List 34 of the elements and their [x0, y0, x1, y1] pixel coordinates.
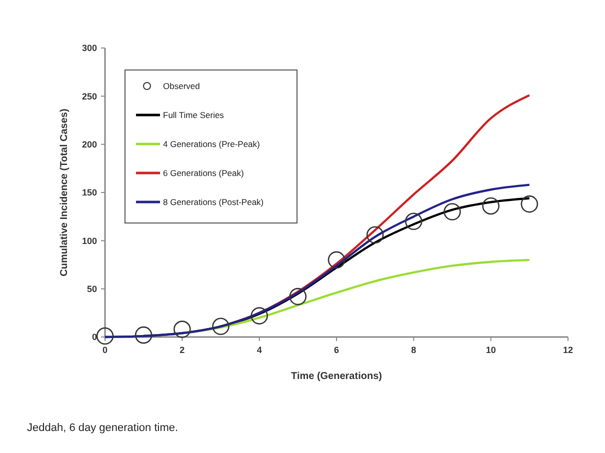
- x-axis-title: Time (Generations): [291, 371, 382, 382]
- y-tick-label: 200: [82, 139, 97, 150]
- point: [520, 195, 538, 213]
- x-tick-label: 8: [411, 345, 416, 355]
- x-tick-label: 6: [334, 345, 340, 355]
- point: [366, 226, 384, 244]
- y-tick-label: 300: [82, 43, 97, 54]
- legend-label: Full Time Series: [163, 110, 224, 120]
- point: [482, 197, 500, 215]
- x-tick-label: 2: [180, 345, 185, 355]
- point: [328, 251, 346, 269]
- x-tick-label: 4: [256, 345, 262, 355]
- point: [174, 320, 191, 338]
- x-tick-label: 10: [486, 345, 496, 355]
- y-tick-label: 50: [86, 284, 97, 294]
- point: [134, 326, 152, 344]
- y-tick-label: 0: [92, 332, 97, 342]
- point: [405, 212, 422, 230]
- legend-label: 6 Generations (Peak): [163, 168, 244, 178]
- y-tick-label: 150: [82, 188, 97, 198]
- legend-label: Observed: [163, 80, 200, 91]
- point: [444, 203, 461, 220]
- point: [250, 307, 268, 324]
- point: [96, 327, 114, 345]
- legend-label: 4 Generations (Pre-Peak): [163, 138, 260, 149]
- y-tick-label: 250: [82, 91, 97, 102]
- x-tick-label: 0: [102, 345, 108, 355]
- point: [289, 288, 307, 306]
- y-axis-title: Cumulative Incidence (Total Cases): [59, 108, 70, 276]
- legend-label: 8 Generations (Post-Peak): [163, 196, 264, 207]
- y-tick-label: 100: [82, 236, 97, 246]
- x-tick-label: 12: [562, 345, 574, 355]
- point: [212, 318, 230, 336]
- text: Jeddah, 6 day generation time.: [27, 422, 178, 434]
